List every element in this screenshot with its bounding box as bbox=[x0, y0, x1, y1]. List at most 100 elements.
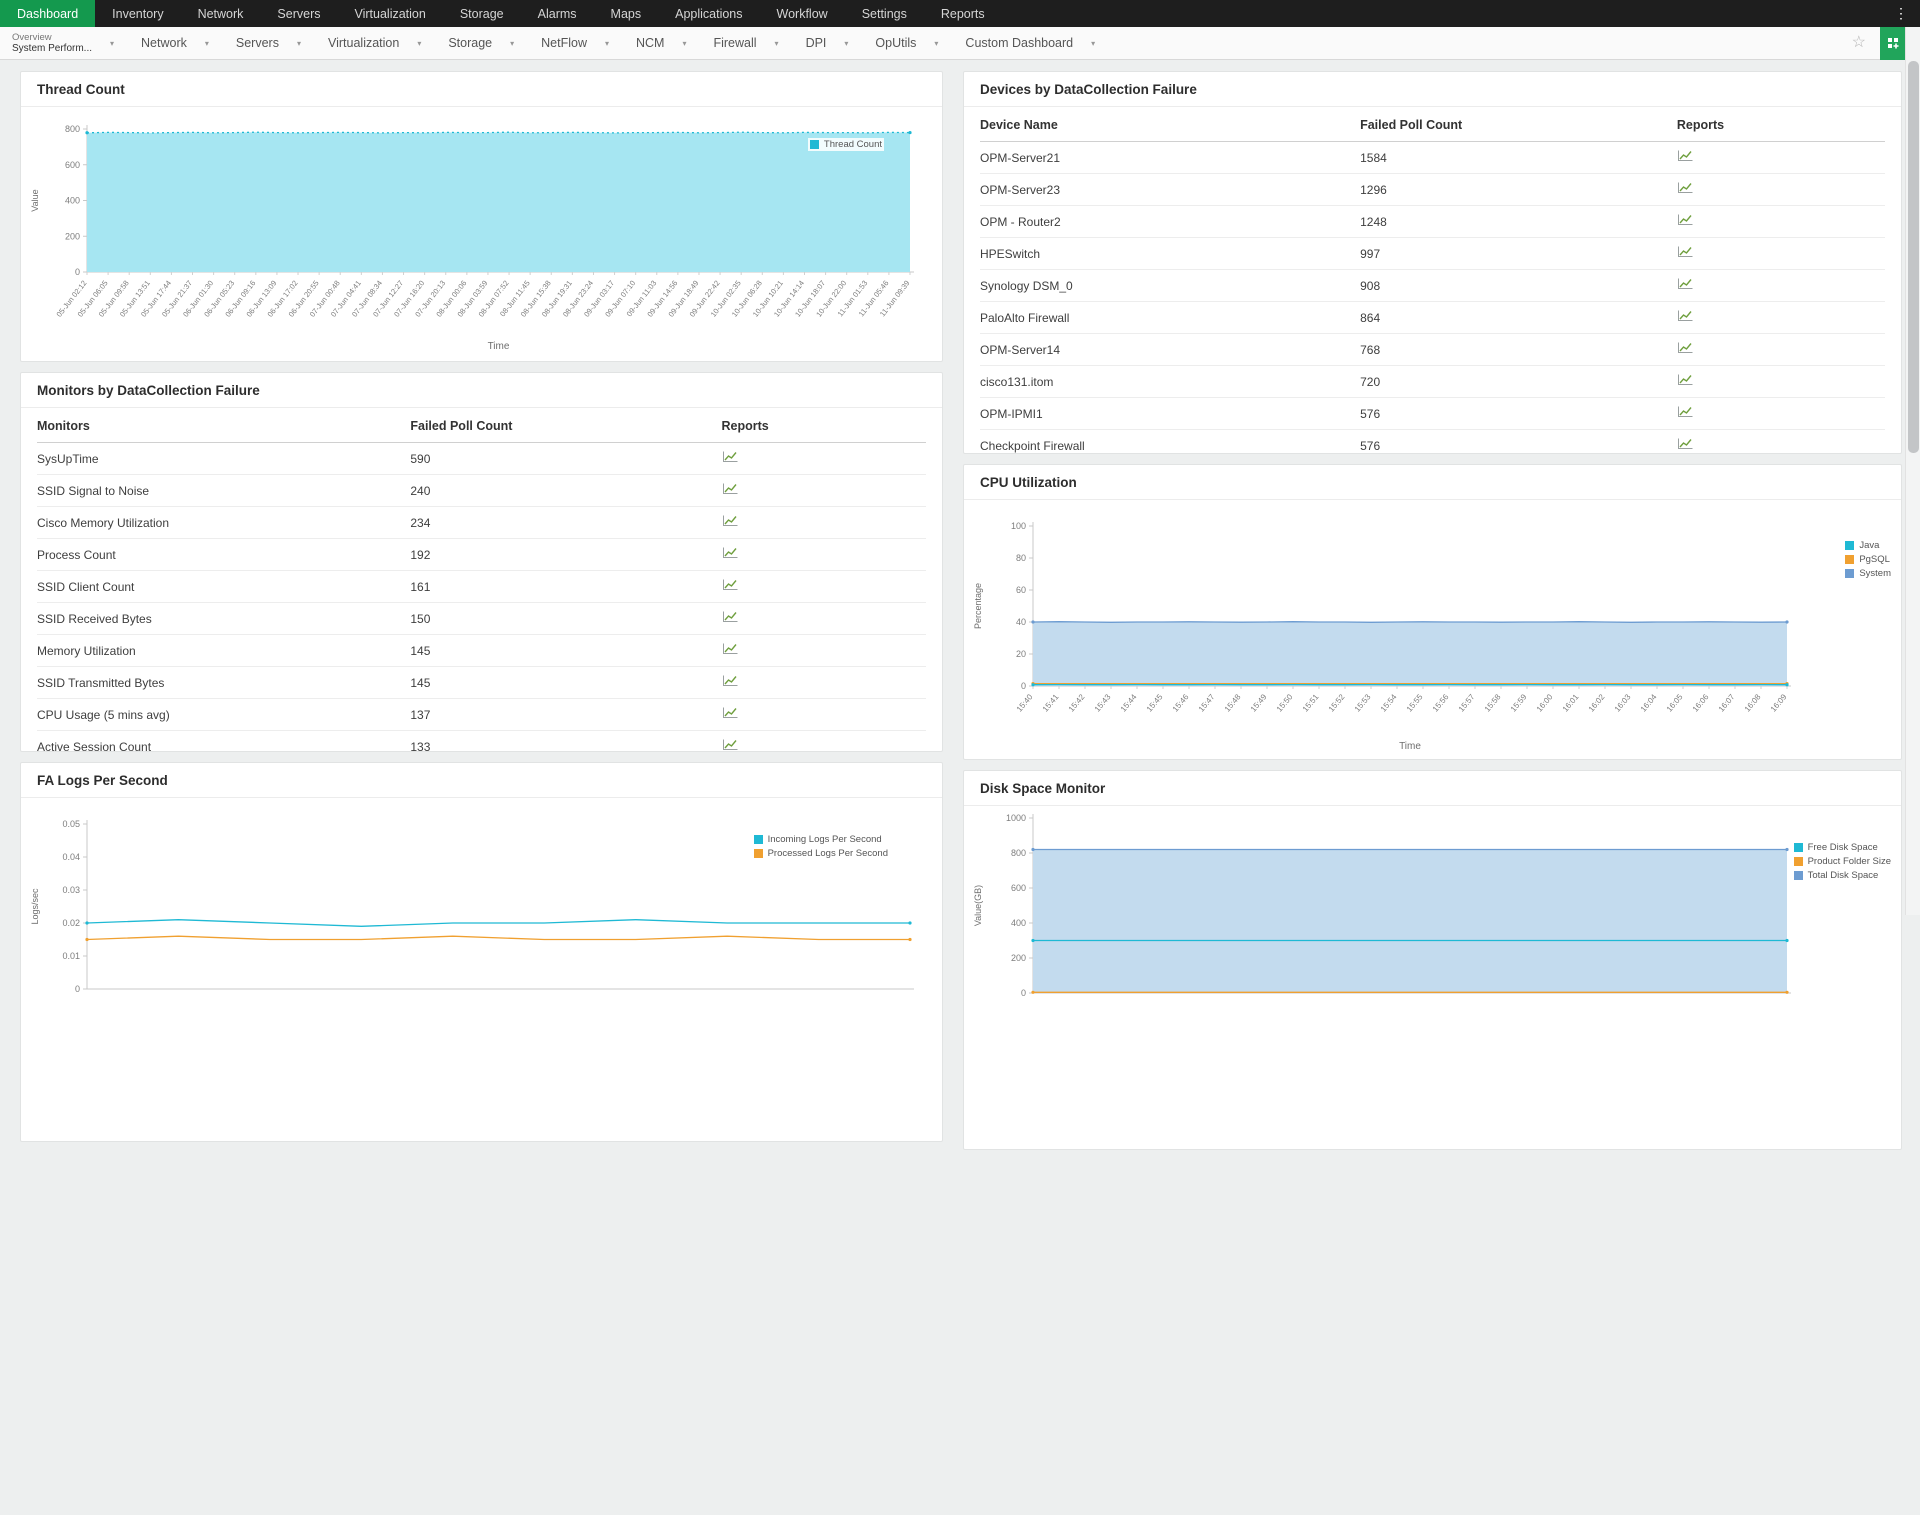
name-cell: SSID Received Bytes bbox=[37, 603, 410, 635]
svg-text:600: 600 bbox=[1011, 883, 1026, 893]
reports-cell bbox=[1677, 430, 1885, 455]
svg-text:16:04: 16:04 bbox=[1639, 692, 1659, 714]
nav-item-settings[interactable]: Settings bbox=[845, 0, 924, 27]
report-chart-icon[interactable] bbox=[722, 707, 738, 722]
chevron-down-icon[interactable]: ▾ bbox=[775, 39, 779, 48]
nav-item-workflow[interactable]: Workflow bbox=[760, 0, 845, 27]
chevron-down-icon[interactable]: ▾ bbox=[1091, 39, 1095, 48]
svg-text:0.05: 0.05 bbox=[62, 819, 80, 829]
nav-item-virtualization[interactable]: Virtualization bbox=[338, 0, 443, 27]
tab-network[interactable]: Network▾ bbox=[141, 36, 209, 50]
tab-overview[interactable]: Overview System Perform... bbox=[12, 32, 92, 54]
svg-text:15:50: 15:50 bbox=[1275, 692, 1295, 714]
tab-label: Virtualization bbox=[328, 36, 399, 50]
nav-item-maps[interactable]: Maps bbox=[594, 0, 659, 27]
svg-text:0.03: 0.03 bbox=[62, 885, 80, 895]
report-chart-icon[interactable] bbox=[722, 515, 738, 530]
report-chart-icon[interactable] bbox=[722, 643, 738, 658]
column-header-reports: Reports bbox=[722, 408, 926, 443]
tab-netflow[interactable]: NetFlow▾ bbox=[541, 36, 609, 50]
report-chart-icon[interactable] bbox=[722, 579, 738, 594]
nav-item-network[interactable]: Network bbox=[181, 0, 261, 27]
nav-item-applications[interactable]: Applications bbox=[658, 0, 759, 27]
svg-text:16:00: 16:00 bbox=[1535, 692, 1555, 714]
nav-item-dashboard[interactable]: Dashboard bbox=[0, 0, 95, 27]
svg-text:800: 800 bbox=[1011, 848, 1026, 858]
report-chart-icon[interactable] bbox=[1677, 246, 1693, 261]
report-chart-icon[interactable] bbox=[722, 483, 738, 498]
reports-cell bbox=[722, 635, 926, 667]
tab-virtualization[interactable]: Virtualization ▾ bbox=[328, 36, 421, 50]
kebab-menu-icon[interactable]: ⋮ bbox=[1882, 0, 1920, 27]
report-chart-icon[interactable] bbox=[1677, 438, 1693, 453]
add-widget-button[interactable] bbox=[1880, 27, 1905, 60]
report-chart-icon[interactable] bbox=[1677, 278, 1693, 293]
report-chart-icon[interactable] bbox=[722, 451, 738, 466]
report-chart-icon[interactable] bbox=[722, 547, 738, 562]
report-chart-icon[interactable] bbox=[1677, 214, 1693, 229]
tab-firewall[interactable]: Firewall ▾ bbox=[713, 36, 778, 50]
add-widget-icon bbox=[1886, 36, 1900, 50]
nav-item-storage[interactable]: Storage bbox=[443, 0, 521, 27]
report-chart-icon[interactable] bbox=[722, 675, 738, 690]
chevron-down-icon[interactable]: ▾ bbox=[297, 39, 301, 48]
nav-item-alarms[interactable]: Alarms bbox=[521, 0, 594, 27]
tab-dpi[interactable]: DPI▾ bbox=[806, 36, 849, 50]
report-chart-icon[interactable] bbox=[1677, 182, 1693, 197]
svg-text:0.01: 0.01 bbox=[62, 951, 80, 961]
legend-swatch bbox=[1845, 555, 1854, 564]
chevron-down-icon[interactable]: ▾ bbox=[682, 39, 686, 48]
nav-item-reports[interactable]: Reports bbox=[924, 0, 1002, 27]
panel-title: Disk Space Monitor bbox=[964, 771, 1901, 806]
report-chart-icon[interactable] bbox=[722, 611, 738, 626]
chevron-down-icon[interactable]: ▾ bbox=[844, 39, 848, 48]
chevron-down-icon[interactable]: ▾ bbox=[934, 39, 938, 48]
star-icon[interactable]: ☆ bbox=[1852, 35, 1866, 51]
svg-text:15:57: 15:57 bbox=[1457, 692, 1477, 714]
name-cell: OPM - Router2 bbox=[980, 206, 1360, 238]
column-header-device-name: Device Name bbox=[980, 107, 1360, 142]
chevron-down-icon[interactable]: ▾ bbox=[417, 39, 421, 48]
nav-item-servers[interactable]: Servers bbox=[260, 0, 337, 27]
tab-servers[interactable]: Servers ▾ bbox=[236, 36, 301, 50]
chevron-down-icon[interactable]: ▾ bbox=[510, 39, 514, 48]
vertical-scrollbar[interactable] bbox=[1905, 27, 1920, 915]
report-chart-icon[interactable] bbox=[1677, 342, 1693, 357]
dashboard-tabs: Network▾Servers▾Virtualization▾Storage▾N… bbox=[114, 36, 1095, 50]
report-chart-icon[interactable] bbox=[1677, 150, 1693, 165]
tab-label: Servers bbox=[236, 36, 279, 50]
chevron-down-icon[interactable]: ▾ bbox=[205, 39, 209, 48]
panel-devices-failure: Devices by DataCollection Failure Device… bbox=[963, 71, 1902, 454]
tab-storage[interactable]: Storage▾ bbox=[448, 36, 514, 50]
report-chart-icon[interactable] bbox=[1677, 310, 1693, 325]
svg-text:15:55: 15:55 bbox=[1405, 692, 1425, 714]
failed-poll-count-cell: 150 bbox=[410, 603, 721, 635]
report-chart-icon[interactable] bbox=[722, 739, 738, 752]
svg-text:16:03: 16:03 bbox=[1613, 692, 1633, 714]
report-chart-icon[interactable] bbox=[1677, 374, 1693, 389]
tab-label: Firewall bbox=[713, 36, 756, 50]
svg-text:40: 40 bbox=[1016, 617, 1026, 627]
thread-legend: Thread Count bbox=[808, 138, 884, 151]
name-cell: cisco131.itom bbox=[980, 366, 1360, 398]
chevron-down-icon[interactable]: ▾ bbox=[605, 39, 609, 48]
tab-custom-dashboard[interactable]: Custom Dashboard▾ bbox=[965, 36, 1095, 50]
nav-item-inventory[interactable]: Inventory bbox=[95, 0, 180, 27]
svg-text:Time: Time bbox=[1399, 741, 1421, 752]
name-cell: CPU Usage (5 mins avg) bbox=[37, 699, 410, 731]
tab-oputils[interactable]: OpUtils▾ bbox=[875, 36, 938, 50]
reports-cell bbox=[1677, 270, 1885, 302]
svg-text:400: 400 bbox=[65, 196, 80, 206]
tab-ncm[interactable]: NCM▾ bbox=[636, 36, 686, 50]
failed-poll-count-cell: 720 bbox=[1360, 366, 1677, 398]
report-chart-icon[interactable] bbox=[1677, 406, 1693, 421]
failed-poll-count-cell: 192 bbox=[410, 539, 721, 571]
name-cell: SSID Signal to Noise bbox=[37, 475, 410, 507]
legend-swatch bbox=[1794, 857, 1803, 866]
scrollbar-thumb[interactable] bbox=[1908, 61, 1919, 453]
